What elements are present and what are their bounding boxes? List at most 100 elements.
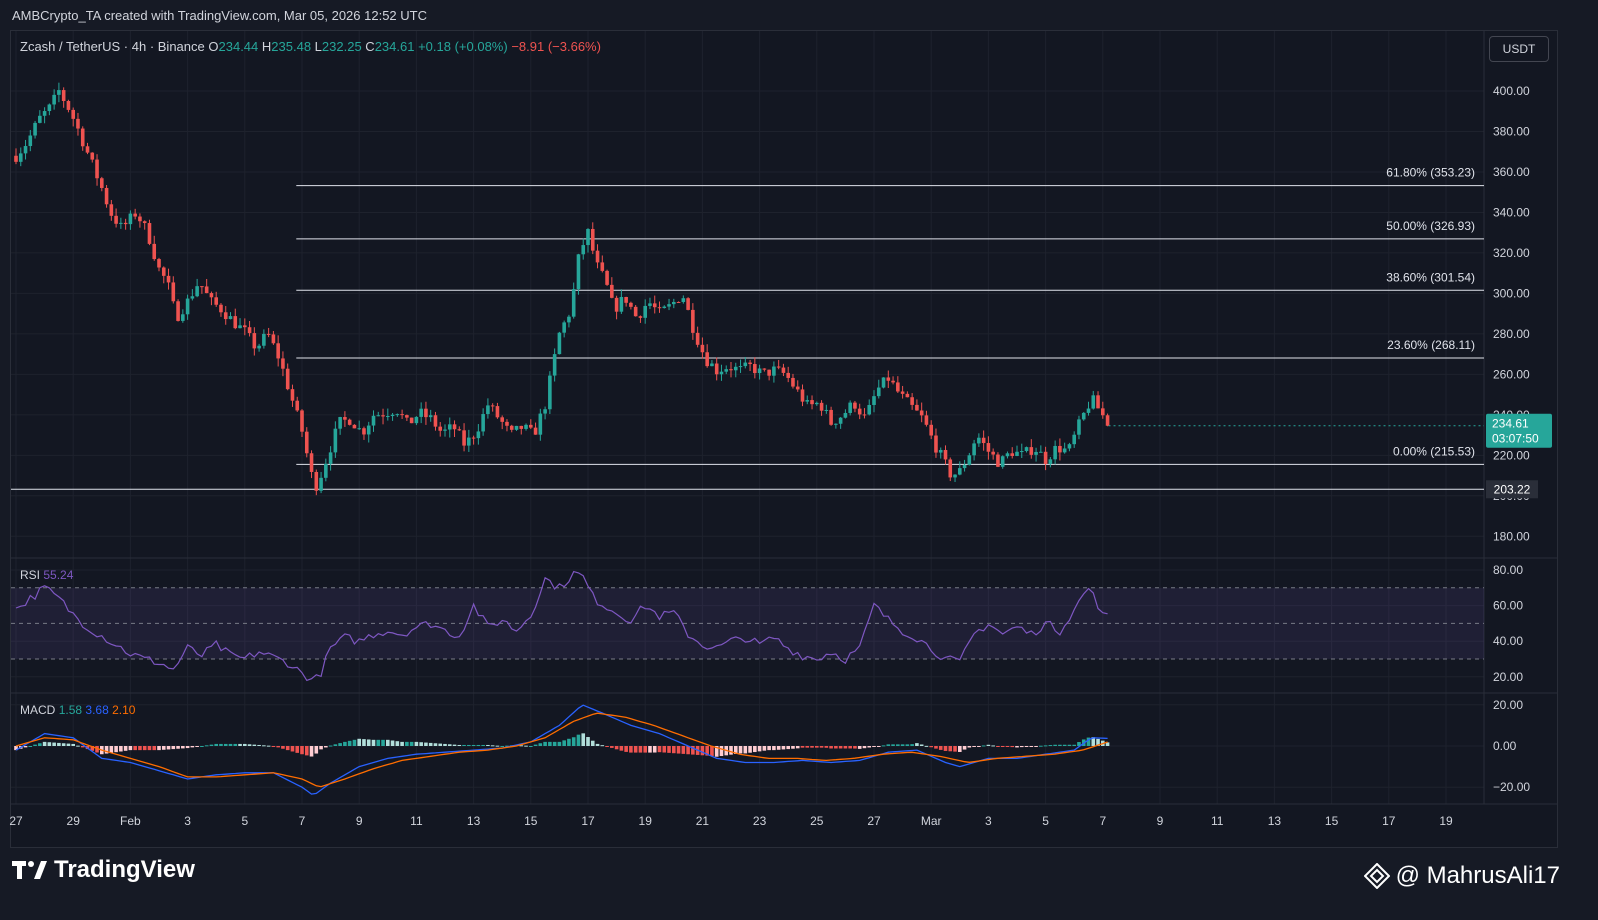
candle-body-down xyxy=(500,417,504,422)
macd-histogram-bar xyxy=(462,744,466,746)
macd-histogram-bar xyxy=(195,746,199,747)
macd-tick-label: 20.00 xyxy=(1493,698,1523,712)
candle-body-down xyxy=(981,437,986,444)
fib-level-label: 23.60% (268.11) xyxy=(1387,338,1475,352)
currency-button[interactable]: USDT xyxy=(1489,36,1549,62)
macd-histogram-bar xyxy=(757,746,762,752)
macd-histogram-bar xyxy=(38,743,42,746)
candle-body-up xyxy=(538,413,543,435)
price-tick-label: 300.00 xyxy=(1493,286,1530,300)
macd-histogram-bar xyxy=(476,744,481,746)
candle-body-down xyxy=(104,187,109,205)
candle-body-down xyxy=(795,386,800,390)
macd-histogram-bar xyxy=(1096,738,1100,746)
candle-body-down xyxy=(1105,415,1110,426)
candle-body-down xyxy=(223,312,228,320)
rsi-value: 55.24 xyxy=(43,568,74,582)
macd-histogram-bar xyxy=(133,746,137,751)
candle-body-down xyxy=(686,298,690,310)
author-credit: @ MahrusAli17 xyxy=(1363,862,1560,890)
macd-histogram-bar xyxy=(867,746,872,748)
candle-body-down xyxy=(90,152,95,160)
macd-histogram-bar xyxy=(619,746,624,751)
macd-histogram-bar xyxy=(28,746,33,747)
support-price-badge xyxy=(1486,480,1538,499)
macd-histogram-bar xyxy=(819,746,824,748)
macd-histogram-bar xyxy=(934,746,938,749)
macd-histogram-bar xyxy=(538,743,543,746)
fib-level-label: 61.80% (353.23) xyxy=(1386,166,1475,180)
high-label: H xyxy=(261,39,272,54)
candle-body-down xyxy=(243,325,247,328)
macd-histogram-bar xyxy=(61,743,66,746)
macd-histogram-bar xyxy=(672,746,676,754)
macd-histogram-bar xyxy=(271,746,276,747)
rsi-band xyxy=(11,587,1484,660)
macd-histogram-bar xyxy=(981,745,986,747)
candle-body-down xyxy=(109,204,114,216)
symbol-name[interactable]: Zcash / TetherUS · 4h · Binance xyxy=(20,39,205,54)
candle-body-up xyxy=(390,414,395,417)
macd-line-value: 3.68 xyxy=(85,703,109,717)
candle-body-up xyxy=(481,414,485,432)
macd-histogram-bar xyxy=(214,743,218,746)
candle-body-up xyxy=(967,455,972,465)
macd-histogram-bar xyxy=(972,746,976,747)
macd-legend[interactable]: MACD 1.58 3.68 2.10 xyxy=(20,703,135,717)
macd-histogram-bar xyxy=(548,741,552,746)
symbol-header: Zcash / TetherUS · 4h · Binance O234.44 … xyxy=(20,39,601,54)
macd-histogram-bar xyxy=(343,741,347,746)
macd-histogram-bar xyxy=(333,744,338,746)
macd-histogram-bar xyxy=(953,746,957,752)
macd-histogram-bar xyxy=(1105,742,1110,746)
candle-body-down xyxy=(509,425,514,430)
macd-histogram-bar xyxy=(161,746,166,750)
macd-histogram-bar xyxy=(490,745,495,747)
macd-histogram-bar xyxy=(1019,746,1024,748)
candle-body-up xyxy=(190,296,195,299)
macd-histogram-bar xyxy=(42,741,47,746)
macd-histogram-bar xyxy=(652,746,657,753)
candle-body-up xyxy=(357,428,361,430)
macd-histogram-bar xyxy=(748,746,752,753)
candle-body-down xyxy=(896,382,900,392)
chart-canvas[interactable]: 61.80% (353.23) 50.00% (326.93) 38.60% (30… xyxy=(0,0,1598,850)
macd-histogram-bar xyxy=(371,739,376,746)
macd-histogram-bar xyxy=(857,746,862,749)
candle-body-down xyxy=(753,364,757,374)
macd-histogram-bar xyxy=(991,745,995,747)
candle-body-up xyxy=(619,297,624,312)
macd-histogram-bar xyxy=(710,746,714,757)
candle-body-down xyxy=(142,221,147,224)
candle-body-down xyxy=(996,454,1000,467)
candle-body-down xyxy=(819,402,824,411)
macd-histogram-bar xyxy=(414,741,419,746)
macd-histogram-bar xyxy=(295,746,300,753)
candle-body-up xyxy=(18,153,23,162)
candle-body-down xyxy=(14,155,18,162)
change-value: +0.18 (+0.08%) xyxy=(418,39,508,54)
macd-histogram-bar xyxy=(667,746,671,753)
macd-histogram-bar xyxy=(219,743,223,746)
candle-body-down xyxy=(161,267,166,276)
macd-histogram-bar xyxy=(281,746,285,749)
macd-histogram-bar xyxy=(791,746,795,749)
time-tick-label: 3 xyxy=(985,814,992,828)
time-tick-label: 21 xyxy=(696,814,710,828)
last-price-badge xyxy=(1486,413,1552,448)
candle-body-down xyxy=(905,393,910,398)
fibonacci-retracement[interactable]: 61.80% (353.23) 50.00% (326.93) 38.60% (30… xyxy=(11,166,1484,490)
macd-histogram-bar xyxy=(128,746,133,751)
candle-body-down xyxy=(204,286,209,294)
macd-histogram-bar xyxy=(590,740,595,746)
time-axis[interactable]: 27 29 Feb 3 5 7 9 11 13 15 17 19 21 23 25 27 Mar 3 5 7 9 11 13… xyxy=(9,814,1453,828)
time-tick-label: 17 xyxy=(581,814,595,828)
candle-body-down xyxy=(1101,408,1105,416)
macd-histogram-bar xyxy=(471,744,476,746)
candle-body-down xyxy=(915,404,919,411)
candle-body-down xyxy=(95,159,99,179)
macd-histogram-bar xyxy=(304,746,309,756)
macd-histogram-bar xyxy=(314,746,319,754)
candle-body-up xyxy=(876,387,881,397)
rsi-legend[interactable]: RSI 55.24 xyxy=(20,568,73,582)
